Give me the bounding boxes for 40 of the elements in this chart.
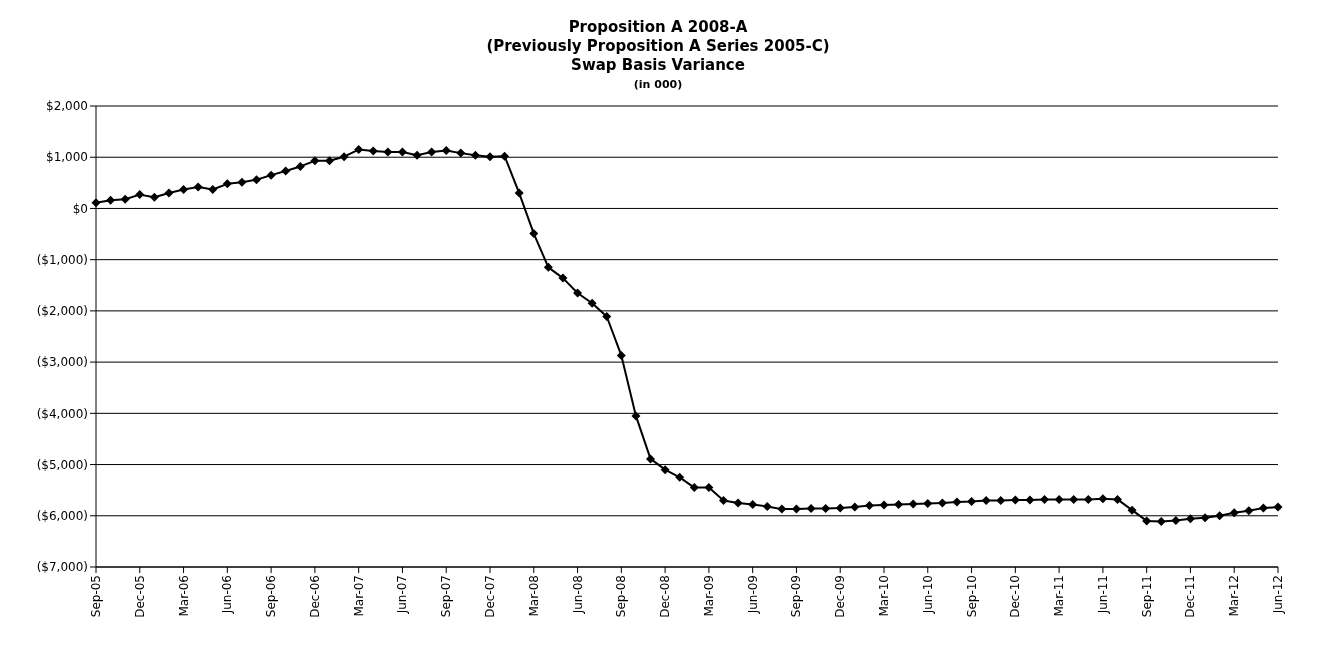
y-tick-label: $1,000	[46, 150, 88, 165]
x-tick-label: Mar-11	[1052, 575, 1067, 617]
y-tick-label: ($3,000)	[36, 355, 88, 370]
x-tick-label: Jun-10	[920, 575, 935, 615]
x-tick-label: Mar-12	[1227, 575, 1242, 617]
x-tick-label: Sep-05	[89, 575, 103, 618]
x-tick-label: Mar-09	[701, 575, 716, 617]
x-tick-label: Dec-09	[833, 575, 848, 618]
x-tick-label: Mar-10	[877, 575, 891, 617]
x-tick-label: Jun-11	[1095, 575, 1110, 615]
chart-title: Proposition A 2008-A (Previously Proposition A Series 2005-C) Swap Basis Variance	[485, 18, 831, 75]
x-tick-label: Jun-06	[220, 575, 235, 615]
x-tick-label: Sep-08	[614, 575, 629, 618]
y-tick-label: $0	[72, 201, 88, 216]
x-tick-label: Dec-05	[132, 575, 147, 618]
x-tick-label: Mar-06	[176, 575, 191, 617]
y-tick-label: ($2,000)	[36, 304, 88, 319]
x-tick-label: Jun-09	[745, 575, 760, 615]
x-tick-label: Sep-07	[439, 575, 454, 618]
x-tick-label: Jun-08	[570, 575, 585, 615]
x-tick-label: Mar-08	[526, 575, 541, 617]
x-tick-label: Dec-11	[1183, 575, 1198, 618]
x-tick-label: Dec-10	[1008, 575, 1023, 618]
x-tick-label: Sep-11	[1139, 575, 1154, 618]
x-tick-label: Mar-07	[351, 575, 366, 617]
x-tick-label: Dec-07	[483, 575, 497, 618]
y-tick-label: ($6,000)	[36, 509, 88, 524]
x-tick-label: Sep-10	[964, 575, 979, 618]
x-tick-label: Dec-08	[658, 575, 673, 618]
chart-subtitle: (in 000)	[632, 77, 684, 93]
y-tick-label: ($7,000)	[36, 560, 88, 575]
x-tick-label: Sep-06	[264, 575, 279, 618]
x-tick-label: Dec-06	[307, 575, 322, 618]
x-tick-label: Jun-07	[395, 575, 410, 615]
y-tick-label: $2,000	[46, 99, 88, 114]
y-tick-label: ($1,000)	[36, 252, 88, 267]
x-tick-label: Jun-12	[1271, 575, 1285, 615]
y-tick-label: ($4,000)	[36, 406, 88, 421]
x-tick-label: Sep-09	[789, 575, 804, 618]
y-tick-label: ($5,000)	[36, 457, 88, 472]
